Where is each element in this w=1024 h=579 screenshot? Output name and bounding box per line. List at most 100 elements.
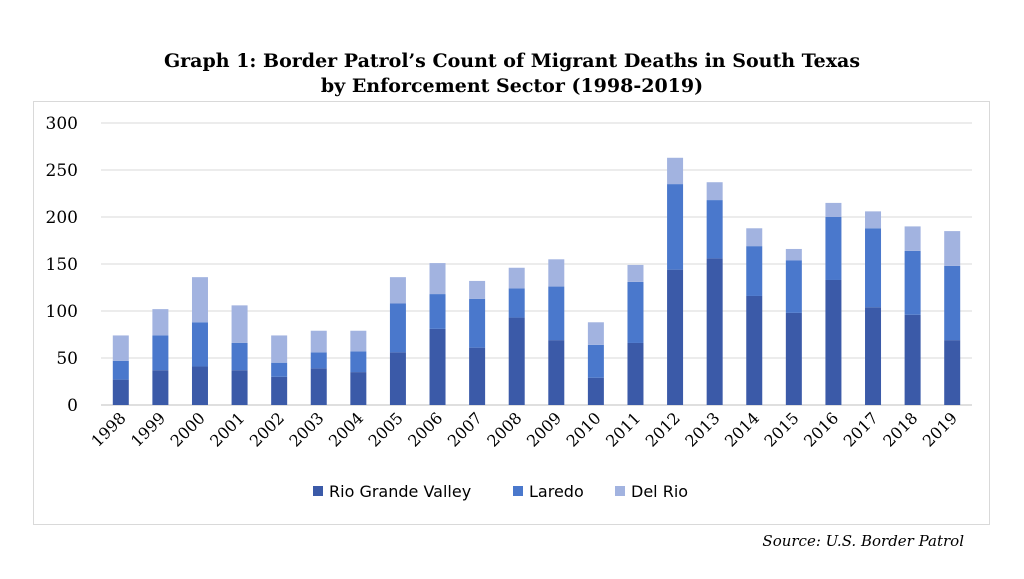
source-note: Source: U.S. Border Patrol (762, 532, 964, 550)
bar-segment (825, 279, 842, 405)
x-tick-label: 2000 (167, 408, 209, 450)
bar-segment (350, 351, 367, 373)
bar-segment (706, 182, 723, 201)
bar-segment (825, 202, 842, 217)
legend-label: Rio Grande Valley (329, 482, 471, 501)
bar-segment (469, 347, 486, 405)
bar-segment (271, 335, 288, 363)
bar-segment (746, 228, 763, 247)
x-tick-label: 1999 (127, 408, 169, 450)
x-tick-label: 2003 (285, 408, 327, 450)
bar-segment (627, 281, 644, 343)
legend-swatch (513, 486, 523, 496)
bar-segment (112, 335, 129, 361)
x-tick-label: 2006 (404, 408, 446, 450)
bar-segment (310, 368, 327, 405)
bar-segment (350, 330, 367, 352)
bar-segment (271, 376, 288, 405)
legend-swatch (313, 486, 323, 496)
bar-segment (785, 312, 802, 405)
x-tick-label: 2019 (919, 408, 961, 450)
bar-segment (865, 228, 882, 308)
bar-segment (112, 379, 129, 405)
bar-segment (904, 226, 921, 251)
bar-segment (231, 370, 248, 405)
bar-segment (785, 248, 802, 261)
bar-segment (627, 264, 644, 282)
bar-segment (548, 259, 565, 287)
y-tick-label: 0 (67, 396, 78, 416)
x-tick-label: 2016 (800, 408, 842, 450)
bar-segment (667, 157, 684, 185)
x-tick-label: 2017 (840, 408, 882, 450)
bar-segment (865, 307, 882, 405)
x-tick-label: 2012 (642, 408, 684, 450)
chart-frame (33, 101, 990, 525)
legend-label: Laredo (529, 482, 584, 501)
bar-segment (746, 246, 763, 296)
bar-segment (191, 366, 208, 405)
bar-segment (310, 352, 327, 369)
bar-segment (152, 309, 169, 336)
y-tick-label: 300 (46, 114, 78, 134)
bar-segment (944, 231, 961, 266)
bar-segment (667, 184, 684, 270)
bar-segment (508, 288, 525, 318)
bar-segment (587, 344, 604, 378)
bar-segment (587, 377, 604, 405)
bar-segment (429, 328, 446, 405)
bar-segment (152, 335, 169, 371)
bar-segment (904, 314, 921, 405)
x-tick-label: 2011 (602, 408, 644, 450)
x-tick-label: 2001 (206, 408, 248, 450)
bar-segment (389, 303, 406, 353)
chart-subtitle: by Enforcement Sector (1998-2019) (320, 75, 704, 97)
bar-segment (785, 260, 802, 313)
bar-segment (112, 360, 129, 380)
y-tick-label: 200 (46, 208, 78, 228)
bar-segment (667, 269, 684, 405)
bar-segment (904, 250, 921, 315)
y-tick-label: 150 (46, 255, 78, 275)
y-tick-label: 250 (46, 161, 78, 181)
bar-segment (944, 265, 961, 341)
bar-segment (548, 286, 565, 341)
bar-segment (469, 280, 486, 299)
bar-segment (231, 342, 248, 371)
bar-segment (587, 322, 604, 345)
bar-segment (231, 305, 248, 343)
x-tick-label: 2009 (523, 408, 565, 450)
x-tick-label: 2005 (365, 408, 407, 450)
y-tick-label: 100 (46, 302, 78, 322)
bar-segment (865, 211, 882, 229)
x-tick-label: 2007 (444, 408, 486, 450)
bar-segment (548, 340, 565, 405)
bar-segment (310, 330, 327, 353)
bar-segment (706, 258, 723, 405)
bar-segment (191, 277, 208, 323)
bar-segment (706, 200, 723, 259)
bar-segment (944, 340, 961, 405)
x-tick-label: 2014 (721, 408, 763, 450)
x-tick-label: 2004 (325, 408, 367, 450)
x-tick-label: 2015 (760, 408, 802, 450)
bar-segment (350, 372, 367, 405)
x-tick-label: 2010 (562, 408, 604, 450)
bar-segment (627, 342, 644, 405)
bar-segment (508, 267, 525, 289)
bar-segment (152, 370, 169, 405)
bar-segment (271, 362, 288, 377)
bar-segment (389, 277, 406, 304)
bar-segment (429, 263, 446, 295)
chart-title: Graph 1: Border Patrol’s Count of Migran… (163, 50, 861, 72)
bar-segment (508, 317, 525, 405)
x-tick-label: 2018 (879, 408, 921, 450)
x-tick-label: 2008 (483, 408, 525, 450)
bar-segment (191, 322, 208, 367)
bar-segment (469, 298, 486, 348)
y-tick-label: 50 (56, 349, 78, 369)
bar-segment (389, 352, 406, 405)
x-tick-label: 2013 (681, 408, 723, 450)
bar-segment (825, 217, 842, 280)
